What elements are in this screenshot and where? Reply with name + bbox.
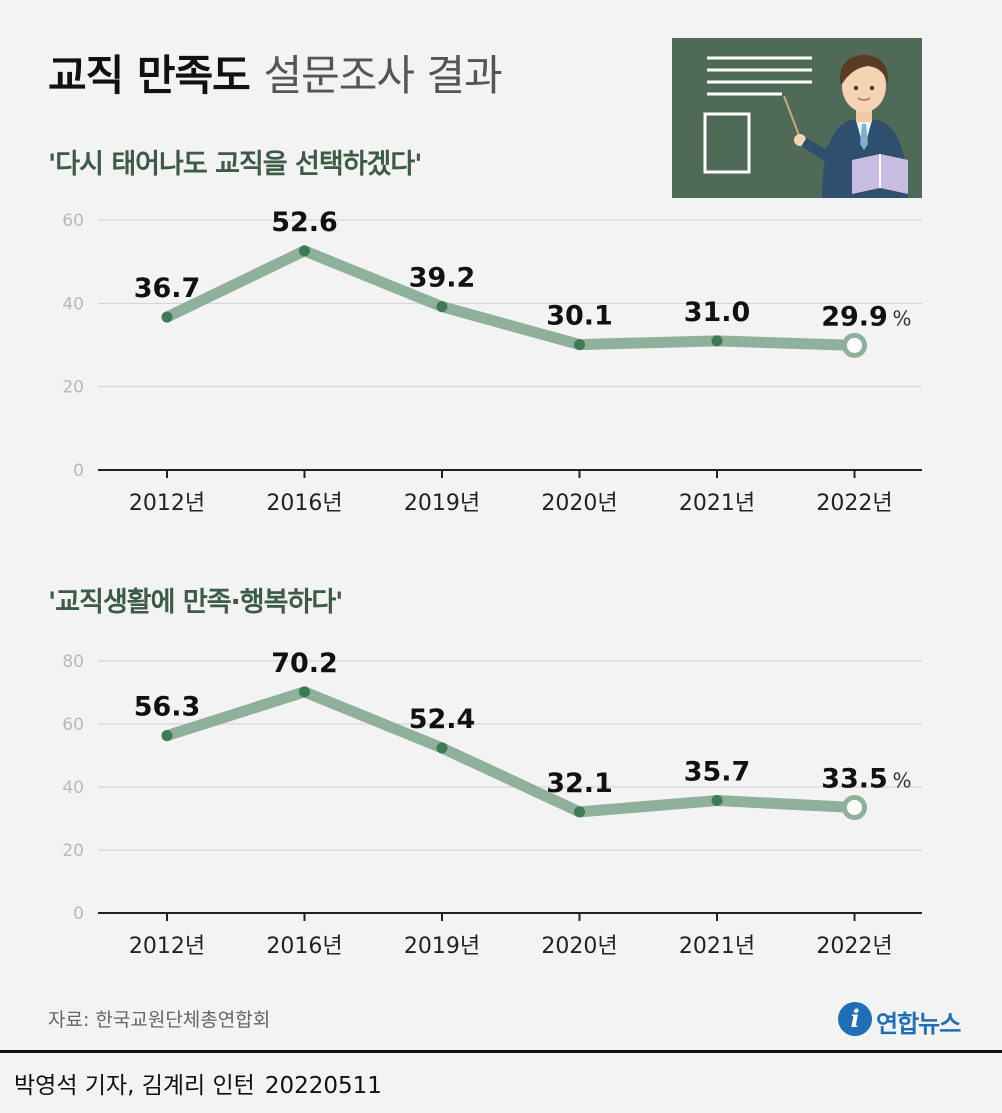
data-label: 52.6: [271, 207, 338, 238]
publish-date: 20220511: [264, 1073, 382, 1099]
data-label: 35.7: [684, 757, 751, 788]
data-label: 70.2: [271, 648, 338, 679]
data-label: 31.0: [684, 297, 751, 328]
series-line: [161, 245, 860, 351]
y-tick-label: 20: [62, 378, 84, 398]
data-label: 33.5: [821, 763, 888, 794]
y-tick-label: 0: [73, 904, 84, 924]
data-point: [711, 795, 723, 807]
series-line: [161, 686, 860, 818]
chart2-title: '교직생활에 만족·행복하다': [48, 587, 343, 618]
data-point: [161, 730, 173, 742]
data-point: [299, 245, 310, 257]
data-point: [299, 686, 310, 698]
data-label: 36.7: [134, 273, 201, 304]
y-tick-label: 60: [62, 715, 84, 735]
data-point: [436, 742, 448, 754]
x-tick-label: 2020년: [541, 491, 617, 516]
data-point: [574, 806, 585, 818]
x-tick-label: 2019년: [404, 934, 480, 959]
data-point: [436, 301, 448, 313]
x-tick-label: 2012년: [129, 934, 205, 959]
y-tick-label: 0: [73, 461, 84, 481]
y-tick-label: 60: [62, 211, 84, 231]
data-point: [574, 339, 585, 351]
x-tick-label: 2021년: [679, 491, 755, 516]
x-tick-label: 2016년: [266, 491, 342, 516]
chart1-title: '다시 태어나도 교직을 선택하겠다': [48, 149, 422, 180]
y-tick-label: 80: [62, 652, 84, 672]
unit-label: %: [893, 768, 912, 792]
data-label: 32.1: [546, 768, 613, 799]
y-tick-label: 40: [62, 778, 84, 798]
title-sub: 설문조사 결과: [263, 51, 502, 100]
chart1-plot: 0 20 40 60 2012년 2016년 2019년 2020년 2021년 2022년 36.…: [62, 207, 922, 516]
x-tick-label: 2019년: [404, 491, 480, 516]
source-note: 자료: 한국교원단체총연합회: [48, 1009, 271, 1031]
x-tick-label: 2022년: [816, 934, 892, 959]
reporter-credit: 박영석 기자, 김계리 인턴: [14, 1073, 255, 1099]
data-point: [711, 335, 723, 347]
data-label: 52.4: [409, 704, 476, 735]
footer-divider: [0, 1050, 1002, 1053]
y-tick-label: 40: [62, 294, 84, 314]
yonhap-logo: i 연합뉴스: [838, 1000, 978, 1040]
data-label: 56.3: [134, 692, 201, 723]
page-title: 교직 만족도 설문조사 결과: [48, 42, 503, 103]
x-tick-label: 2020년: [541, 934, 617, 959]
data-label: 29.9: [821, 301, 888, 332]
data-label: 30.1: [546, 301, 613, 332]
data-point-final: [842, 794, 867, 820]
title-main: 교직 만족도: [48, 51, 251, 100]
data-point: [161, 311, 173, 323]
x-tick-label: 2022년: [816, 491, 892, 516]
data-label: 39.2: [409, 263, 476, 294]
chart2-plot: 0 20 40 60 80 2012년 2016년 2019년 2020년 2021년 2022년 5…: [62, 648, 922, 959]
x-tick-label: 2016년: [266, 934, 342, 959]
unit-label: %: [893, 306, 912, 330]
data-point-final: [842, 332, 867, 358]
y-tick-label: 20: [62, 841, 84, 861]
x-tick-label: 2012년: [129, 491, 205, 516]
logo-text: 연합뉴스: [876, 1010, 961, 1038]
x-tick-label: 2021년: [679, 934, 755, 959]
logo-mark: i: [838, 1002, 872, 1036]
footer-credit: 박영석 기자, 김계리 인턴 20220511: [14, 1066, 382, 1100]
teacher-at-chalkboard-icon: [672, 38, 922, 198]
